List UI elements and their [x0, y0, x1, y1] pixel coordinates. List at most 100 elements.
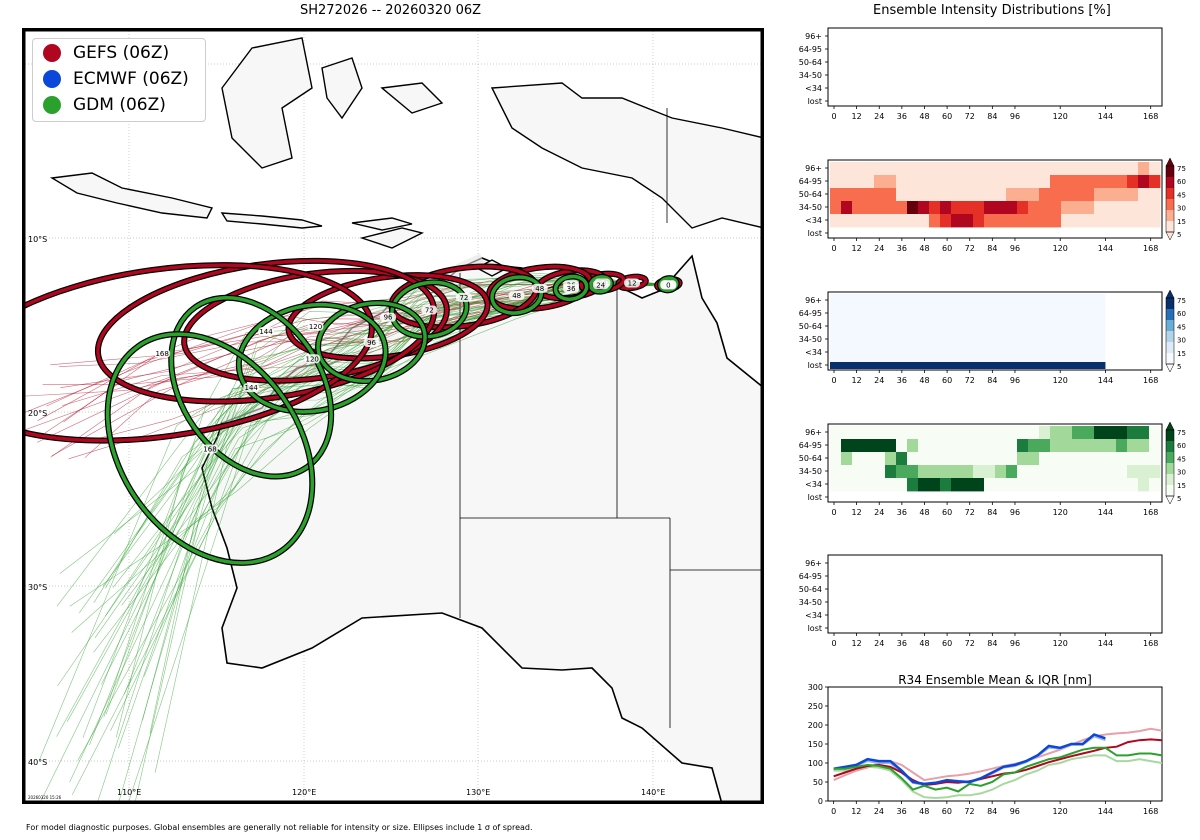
hour-label: 0: [666, 281, 670, 289]
hour-label-bg: [363, 338, 380, 348]
heat-cell: [929, 188, 941, 202]
heat-cell: [1061, 452, 1073, 466]
x-tick-label: 48: [919, 112, 929, 121]
legend-gdm-marker: [43, 96, 61, 114]
heat-cell: [896, 188, 908, 202]
heat-cell: [1061, 162, 1073, 176]
x-tick-label: 60: [942, 639, 952, 648]
x-tick-label: 168: [1143, 639, 1158, 648]
heat-cell: [951, 452, 963, 466]
heat-cell: [973, 439, 985, 453]
heat-cell: [1083, 452, 1095, 466]
y-tick-label: <34: [805, 480, 822, 489]
heat-cell: [1149, 201, 1161, 215]
x-tick-label: 144: [1098, 112, 1113, 121]
hour-label: 36: [567, 285, 576, 293]
x-tick-label: 36: [897, 639, 907, 648]
heat-cell: [1072, 452, 1084, 466]
heat-cell: [885, 465, 897, 479]
heat-cell: [1050, 465, 1062, 479]
heat-cell: [896, 201, 908, 215]
y-tick-label: 64-95: [799, 45, 822, 54]
heat-cell: [984, 452, 996, 466]
lat-label-20s: 20°S: [28, 409, 47, 418]
hour-label-bg: [531, 283, 548, 293]
heat-cell: [1039, 214, 1051, 228]
heat-cell: [1039, 465, 1051, 479]
heat-cell: [1039, 439, 1051, 453]
gdm-heat-cells: [830, 426, 1161, 492]
heat-cell: [1050, 452, 1062, 466]
heat-cell: [984, 214, 996, 228]
heat-cell: [1127, 478, 1139, 492]
heat-cell: [940, 201, 952, 215]
x-tick-label: 60: [942, 112, 952, 121]
map-frame: [22, 28, 764, 804]
heat-cell: [896, 439, 908, 453]
heat-cell: [929, 452, 941, 466]
heat-cell: [929, 201, 941, 215]
heat-cell: [1028, 426, 1040, 440]
heat-cell: [1105, 214, 1117, 228]
heat-cell: [973, 175, 985, 189]
panel-frame-overlay: [827, 423, 1163, 503]
legend-gdm-label: GDM (06Z): [73, 95, 166, 115]
legend-gefs-label: GEFS (06Z): [73, 43, 170, 63]
hour-label: 120: [306, 355, 319, 363]
hour-label-bg: [455, 292, 472, 302]
uncertainty-ellipses: [22, 257, 683, 566]
x-tick-label: 96: [1010, 376, 1020, 385]
heat-cell: [951, 175, 963, 189]
heat-cell: [885, 214, 897, 228]
intensity-panels: 96+ 64-95 50-64 34-50 <34 lost 0 12 24 36 48 60 72 84…: [799, 27, 1186, 816]
heat-cell: [1116, 188, 1128, 202]
heat-cell: [1138, 452, 1150, 466]
y-tick-label: 50: [813, 778, 823, 787]
x-tick-label: 84: [987, 807, 997, 816]
x-tick-label: 24: [874, 807, 884, 816]
heat-cell: [1039, 426, 1051, 440]
heat-cell: [1028, 439, 1040, 453]
colorbar-step: [1166, 485, 1174, 497]
heat-cell: [1094, 478, 1106, 492]
heat-cell: [918, 465, 930, 479]
y-tick-label: lost: [808, 361, 822, 370]
lon-label-110e: 110°E: [117, 788, 141, 797]
ellipse-gdm-36: [553, 274, 589, 301]
heat-cell: [830, 426, 842, 440]
hour-label-bg: [660, 280, 677, 290]
heat-cell: [951, 214, 963, 228]
heat-cell: [1017, 175, 1029, 189]
heat-cell: [995, 478, 1007, 492]
track-map: 0122436487296120144168024364872961201441…: [22, 28, 764, 804]
colorbar-frame: [1165, 297, 1175, 365]
ellipse-gdm-24: [588, 275, 613, 294]
heat-cell: [1006, 478, 1018, 492]
colorbar-frame: [1165, 429, 1175, 497]
heat-cell: [1105, 162, 1117, 176]
heat-cell: [830, 465, 842, 479]
heat-cell: [929, 175, 941, 189]
heat-cell: [1138, 175, 1150, 189]
heat-cell: [1017, 214, 1029, 228]
x-tick-label: 144: [1098, 244, 1113, 253]
heat-cell: [1017, 201, 1029, 215]
heat-cell: [1072, 478, 1084, 492]
heat-cell: [863, 478, 875, 492]
heat-cell: [1028, 478, 1040, 492]
colorbar-arrow-top: [1165, 289, 1175, 299]
ellipse-gdm-144: [169, 296, 333, 479]
heat-cell: [918, 188, 930, 202]
heat-cell: [1127, 452, 1139, 466]
heat-cell: [1017, 452, 1029, 466]
heat-cell: [874, 452, 886, 466]
x-tick-label: 60: [942, 376, 952, 385]
heat-cell: [918, 452, 930, 466]
heat-cell: [1149, 214, 1161, 228]
timestamp-stamp: 20260320 15:26: [28, 795, 62, 800]
heat-cell: [907, 465, 919, 479]
panel-frame-overlay: [827, 159, 1163, 239]
heat-cell: [852, 201, 864, 215]
y-tick-label: 300: [808, 683, 823, 692]
heat-cell: [984, 426, 996, 440]
